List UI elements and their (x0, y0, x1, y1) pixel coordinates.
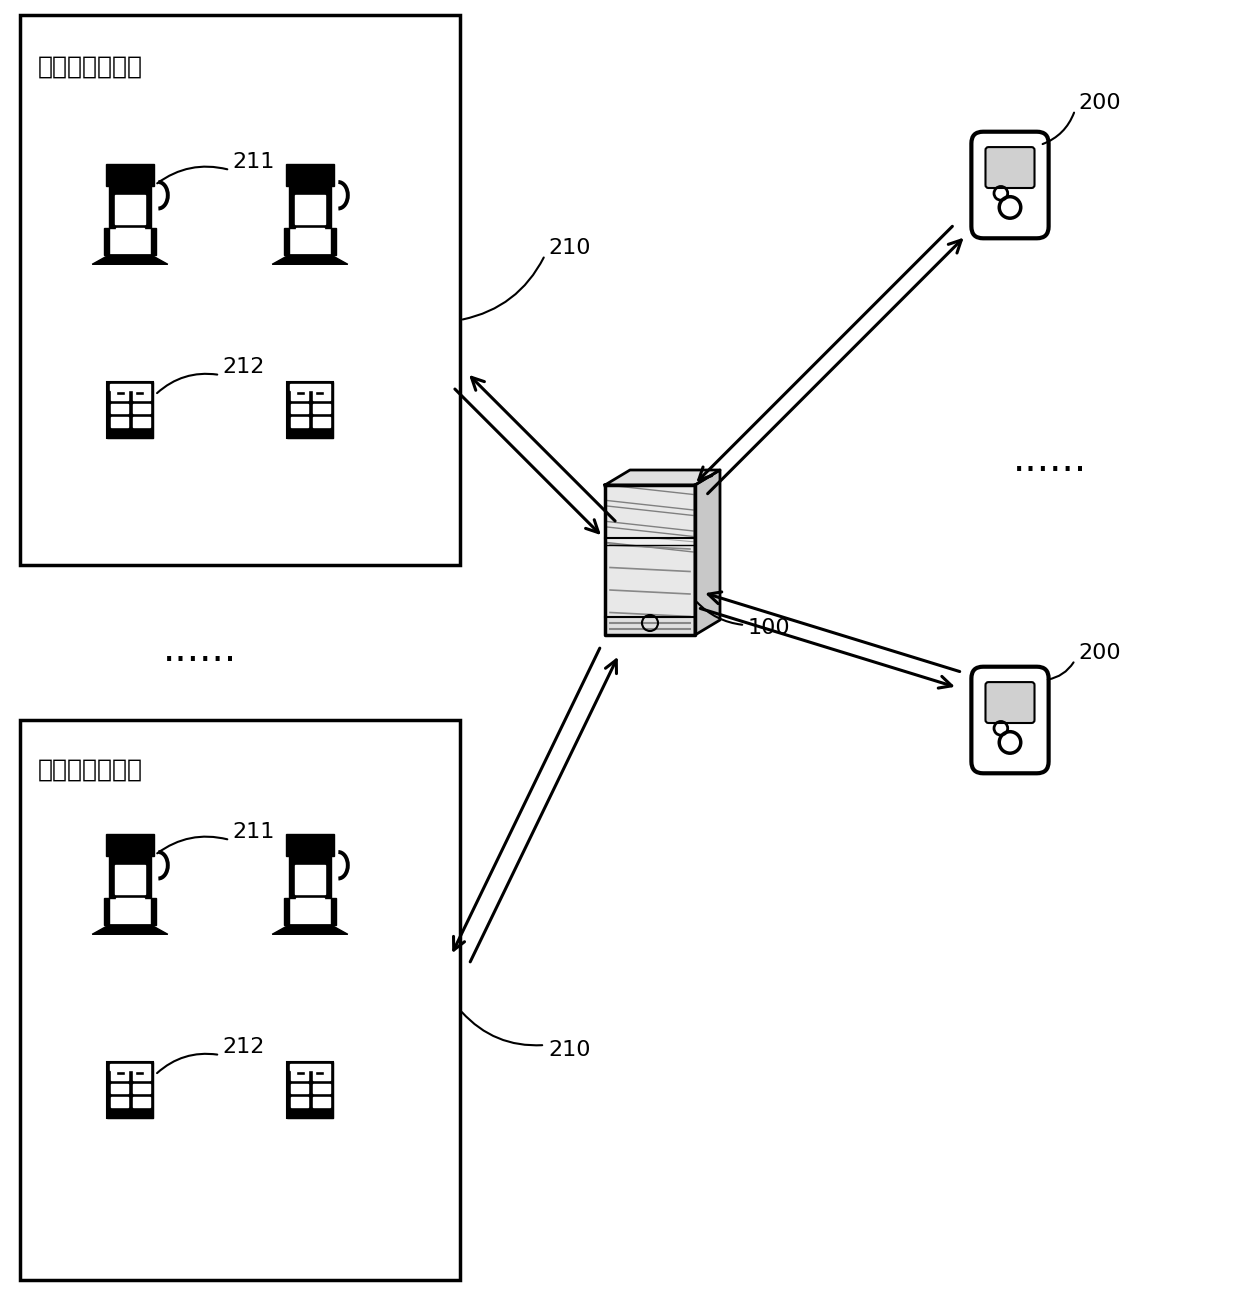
Polygon shape (289, 856, 331, 898)
Polygon shape (133, 391, 150, 400)
Polygon shape (107, 834, 154, 856)
Text: 加油站管理系统: 加油站管理系统 (38, 758, 143, 781)
Polygon shape (288, 382, 332, 438)
Bar (315, 1071, 324, 1075)
Polygon shape (109, 186, 151, 228)
Polygon shape (290, 1065, 330, 1070)
Polygon shape (108, 1062, 153, 1118)
Polygon shape (133, 1097, 150, 1106)
Polygon shape (295, 195, 325, 224)
Bar (296, 391, 305, 395)
Polygon shape (291, 417, 309, 427)
Polygon shape (694, 471, 720, 635)
Polygon shape (110, 1070, 128, 1080)
Polygon shape (133, 404, 150, 413)
Polygon shape (291, 391, 309, 400)
Polygon shape (133, 1070, 150, 1080)
FancyBboxPatch shape (986, 147, 1034, 187)
Polygon shape (284, 898, 289, 924)
Polygon shape (110, 1084, 128, 1093)
Polygon shape (109, 384, 150, 389)
Polygon shape (312, 391, 330, 400)
Polygon shape (291, 1084, 309, 1093)
Polygon shape (312, 1097, 330, 1106)
Text: ......: ...... (1013, 440, 1087, 479)
Text: 212: 212 (222, 357, 264, 378)
Polygon shape (115, 898, 144, 918)
Polygon shape (312, 1084, 330, 1093)
Polygon shape (284, 228, 289, 254)
Polygon shape (110, 417, 128, 427)
FancyBboxPatch shape (971, 667, 1049, 773)
Polygon shape (109, 1065, 150, 1070)
Text: 212: 212 (222, 1037, 264, 1057)
Text: 200: 200 (1078, 93, 1121, 113)
Polygon shape (273, 254, 347, 265)
Polygon shape (110, 404, 128, 413)
Polygon shape (110, 1097, 128, 1106)
Polygon shape (288, 1062, 332, 1118)
Bar (134, 1071, 144, 1075)
Polygon shape (115, 195, 145, 224)
Polygon shape (289, 186, 331, 228)
FancyBboxPatch shape (986, 682, 1034, 722)
Polygon shape (92, 924, 167, 935)
Bar (20, 14, 460, 565)
Polygon shape (291, 1070, 309, 1080)
Text: 100: 100 (748, 617, 791, 638)
Polygon shape (605, 471, 720, 485)
Polygon shape (605, 617, 694, 635)
Polygon shape (107, 164, 154, 186)
Polygon shape (312, 417, 330, 427)
Text: ......: ...... (162, 631, 237, 669)
Bar (296, 1071, 305, 1075)
Polygon shape (605, 485, 694, 635)
Polygon shape (291, 404, 309, 413)
Bar (315, 391, 324, 395)
Polygon shape (312, 1070, 330, 1080)
FancyBboxPatch shape (971, 131, 1049, 239)
Polygon shape (286, 164, 334, 186)
Polygon shape (151, 228, 155, 254)
Polygon shape (151, 898, 155, 924)
Polygon shape (605, 545, 694, 620)
Polygon shape (110, 391, 128, 400)
Polygon shape (104, 898, 109, 924)
Polygon shape (92, 254, 167, 265)
Bar (108, 382, 153, 438)
Text: 210: 210 (548, 1040, 590, 1061)
Polygon shape (296, 898, 324, 918)
Polygon shape (133, 1084, 150, 1093)
Polygon shape (115, 865, 145, 894)
Text: 加油站管理系统: 加油站管理系统 (38, 55, 143, 79)
Polygon shape (108, 382, 153, 438)
Bar (117, 391, 125, 395)
Polygon shape (295, 865, 325, 894)
Polygon shape (133, 417, 150, 427)
Bar (117, 1071, 125, 1075)
Text: 211: 211 (232, 152, 274, 172)
Polygon shape (286, 834, 334, 856)
Polygon shape (291, 1097, 309, 1106)
Bar (134, 391, 144, 395)
Text: 210: 210 (548, 239, 590, 258)
Bar (288, 382, 332, 438)
Polygon shape (290, 384, 330, 389)
Polygon shape (273, 924, 347, 935)
Text: 200: 200 (1078, 642, 1121, 663)
Bar (20, 720, 460, 1280)
Polygon shape (109, 856, 151, 898)
Polygon shape (115, 228, 144, 248)
Polygon shape (331, 228, 336, 254)
Polygon shape (296, 228, 324, 248)
Polygon shape (312, 404, 330, 413)
Polygon shape (331, 898, 336, 924)
Bar (108, 1062, 153, 1118)
Bar (288, 1062, 332, 1118)
Polygon shape (104, 228, 109, 254)
Polygon shape (605, 485, 694, 538)
Text: 211: 211 (232, 822, 274, 842)
